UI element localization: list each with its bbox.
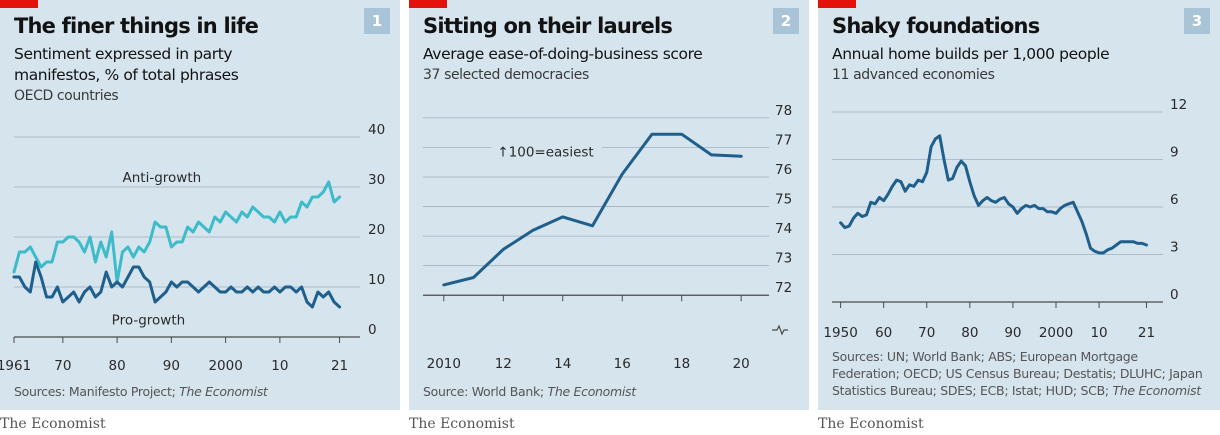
x-tick-label: 14 [554, 356, 571, 372]
chart-number-badge: 2 [773, 8, 799, 34]
x-tick-label: 21 [331, 358, 348, 374]
y-tick-label: 12 [1170, 97, 1187, 113]
y-tick-label: 72 [775, 280, 792, 296]
chart-title: Sitting on their laurels [423, 14, 673, 38]
y-tick-label: 77 [775, 132, 792, 148]
accent-bar [0, 0, 38, 8]
source-text: Source: World Bank; [423, 384, 548, 399]
chart-number-badge: 1 [364, 8, 390, 34]
accent-bar [409, 0, 447, 8]
source-note: Source: World Bank; The Economist [423, 383, 636, 400]
series-line-pro-growth [12, 260, 342, 309]
x-tick-label: 70 [918, 325, 935, 341]
chart-panel-2: 2 Sitting on their laurels Average ease-… [409, 0, 809, 410]
source-text: Sources: UN; World Bank; ABS; European M… [832, 349, 1203, 398]
source-italic: The Economist [179, 384, 268, 399]
x-tick-label: 12 [495, 356, 512, 372]
chart-annotation: ↑100=easiest [497, 144, 593, 160]
y-tick-label: 30 [368, 172, 385, 188]
chart-subtitle-block: Sentiment expressed in party manifestos,… [14, 44, 254, 107]
source-note: Sources: UN; World Bank; ABS; European M… [832, 348, 1204, 399]
axis-break-icon [772, 324, 788, 336]
x-tick-label: 90 [1004, 325, 1021, 341]
series-line-main [839, 134, 1148, 255]
y-tick-label: 6 [1170, 192, 1179, 208]
x-tick-label: 90 [163, 358, 180, 374]
y-tick-label: 3 [1170, 240, 1179, 256]
x-tick-label: 80 [109, 358, 126, 374]
chart-subtitle-block: Annual home builds per 1,000 people 11 a… [832, 44, 1212, 86]
y-tick-label: 76 [775, 162, 792, 178]
y-tick-label: 0 [368, 322, 377, 338]
y-tick-label: 9 [1170, 145, 1179, 161]
x-tick-label: 60 [875, 325, 892, 341]
y-tick-label: 10 [368, 272, 385, 288]
chart-panel-1: 1 The finer things in life Sentiment exp… [0, 0, 400, 410]
chart-svg: 72 73 74 75 76 77 78 2010 12 14 16 18 20 ↑100=easiest [423, 103, 792, 372]
chart-number-badge: 3 [1184, 8, 1210, 34]
chart-note: 11 advanced economies [832, 67, 995, 83]
chart-annotation: Anti-growth [123, 170, 202, 186]
annotation-background [491, 142, 602, 163]
x-tick-label: 2010 [427, 356, 461, 372]
y-tick-label: 40 [368, 122, 385, 138]
series-line-main [442, 132, 743, 287]
x-tick-label: 1950 [823, 325, 857, 341]
y-tick-label: 73 [775, 251, 792, 267]
y-tick-label: 75 [775, 192, 792, 208]
y-tick-label: 0 [1170, 287, 1179, 303]
y-tick-label: 78 [775, 103, 792, 119]
chart-annotation: Pro-growth [112, 313, 186, 329]
x-tick-label: 20 [733, 356, 750, 372]
brand-logo: The Economist [818, 416, 924, 432]
brand-logo: The Economist [0, 416, 106, 432]
brand-logo: The Economist [409, 416, 515, 432]
chart-subtitle: Annual home builds per 1,000 people [832, 45, 1110, 63]
y-tick-label: 20 [368, 222, 385, 238]
source-italic: The Economist [1112, 383, 1201, 398]
chart-svg: 0 3 6 9 12 1950 60 70 80 90 2000 10 21 [823, 97, 1187, 341]
x-tick-label: 2000 [208, 358, 242, 374]
x-tick-label: 10 [271, 358, 288, 374]
x-tick-label: 2000 [1039, 325, 1073, 341]
chart-subtitle-block: Average ease-of-doing-business score 37 … [423, 44, 803, 86]
x-tick-label: 1961 [0, 358, 31, 374]
source-text: Sources: Manifesto Project; [14, 384, 180, 399]
chart-subtitle: Sentiment expressed in party manifestos,… [14, 45, 239, 84]
chart-title: Shaky foundations [832, 14, 1040, 38]
x-tick-label: 80 [961, 325, 978, 341]
chart-title: The finer things in life [14, 14, 259, 38]
x-tick-label: 70 [54, 358, 71, 374]
series-line-anti-growth [12, 180, 342, 284]
chart-panel-3: 3 Shaky foundations Annual home builds p… [818, 0, 1220, 410]
source-italic: The Economist [547, 384, 637, 399]
source-note: Sources: Manifesto Project; The Economis… [14, 383, 268, 400]
chart-note: 37 selected democracies [423, 67, 589, 83]
x-tick-label: 18 [673, 356, 690, 372]
y-tick-label: 74 [775, 221, 792, 237]
x-tick-label: 10 [1090, 325, 1107, 341]
x-tick-label: 21 [1138, 325, 1155, 341]
chart-subtitle: Average ease-of-doing-business score [423, 45, 703, 63]
x-tick-label: 16 [614, 356, 631, 372]
accent-bar [818, 0, 856, 8]
chart-svg: 0 10 20 30 40 1961 70 80 90 2000 10 21 Anti-growth Pr… [0, 122, 385, 374]
chart-note: OECD countries [14, 88, 119, 104]
